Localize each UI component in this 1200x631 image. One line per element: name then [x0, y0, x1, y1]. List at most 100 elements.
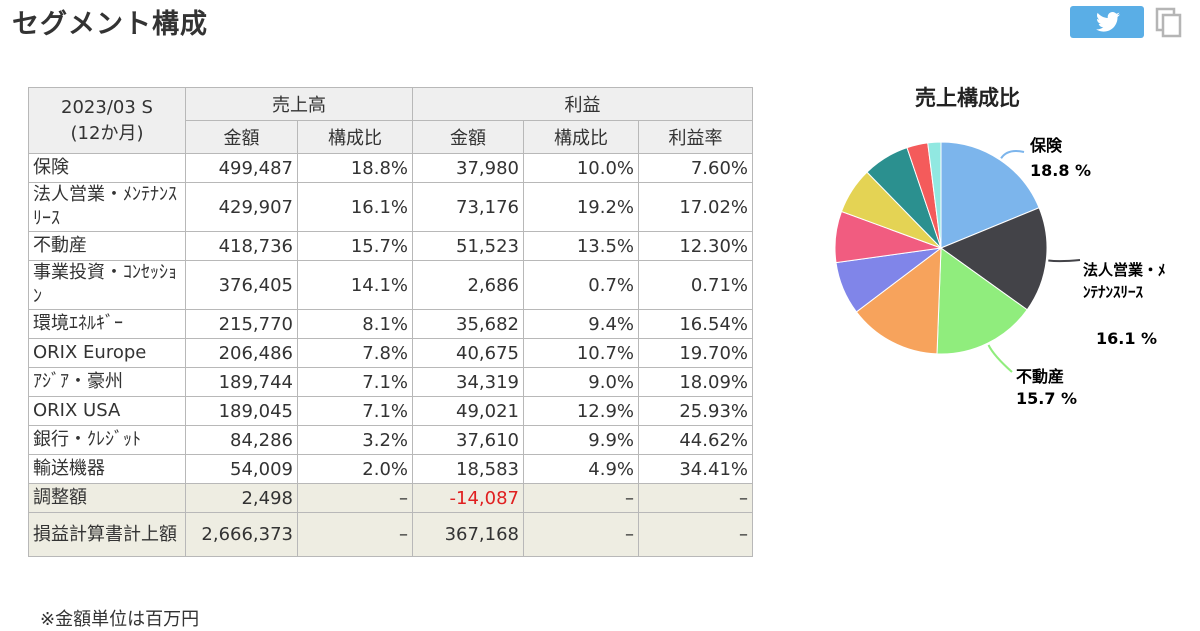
- pie-slice[interactable]: [855, 246, 942, 355]
- sales-ratio: 15.7%: [297, 231, 413, 261]
- pie-slice[interactable]: [927, 141, 942, 249]
- profit-margin: 0.71%: [638, 260, 753, 310]
- twitter-share-button[interactable]: [1070, 6, 1144, 38]
- sales-ratio-header: 構成比: [297, 120, 413, 154]
- copy-icon[interactable]: [1154, 6, 1184, 38]
- segment-name: 保険: [28, 153, 186, 183]
- table-row: ORIX Europe 206,486 7.8% 40,675 10.7% 19…: [28, 338, 753, 368]
- period-line1: 2023/03 S: [61, 96, 153, 118]
- profit-margin: 18.09%: [638, 367, 753, 397]
- pie-connector: [1000, 150, 1025, 159]
- sales-amount: 206,486: [185, 338, 298, 368]
- profit-amount: 34,319: [412, 367, 524, 397]
- table-row: ｱｼﾞｱ・豪州 189,744 7.1% 34,319 9.0% 18.09%: [28, 367, 753, 397]
- sales-ratio: 16.1%: [297, 182, 413, 232]
- profit-amount: 49,021: [412, 396, 524, 426]
- pie-label-corporate-value: 16.1 %: [1096, 329, 1157, 348]
- table-row: 不動産 418,736 15.7% 51,523 13.5% 12.30%: [28, 231, 753, 261]
- segment-name: 法人営業・ﾒﾝﾃﾅﾝｽﾘｰｽ: [28, 182, 186, 232]
- profit-ratio: 4.9%: [523, 454, 639, 484]
- profit-ratio: 10.7%: [523, 338, 639, 368]
- sales-ratio: 8.1%: [297, 309, 413, 339]
- profit-ratio: 0.7%: [523, 260, 639, 310]
- sales-ratio: 3.2%: [297, 425, 413, 455]
- total-row: 損益計算書計上額 2,666,373 – 367,168 – –: [28, 512, 753, 557]
- profit-margin: 17.02%: [638, 182, 753, 232]
- profit-margin: 25.93%: [638, 396, 753, 426]
- profit-ratio: 9.0%: [523, 367, 639, 397]
- segment-name: 不動産: [28, 231, 186, 261]
- table-row: ORIX USA 189,045 7.1% 49,021 12.9% 25.93…: [28, 396, 753, 426]
- sales-ratio: 14.1%: [297, 260, 413, 310]
- segment-table: 2023/03 S (12か月) 売上高 利益 金額 構成比 金額 構成比 利益…: [28, 87, 753, 557]
- period-header: 2023/03 S (12か月): [28, 87, 186, 154]
- segment-name: 輸送機器: [28, 454, 186, 484]
- profit-ratio: 12.9%: [523, 396, 639, 426]
- profit-amount: 18,583: [412, 454, 524, 484]
- pie-label-corporate-name-1: 法人営業・ﾒ: [1083, 261, 1166, 279]
- segment-name: 調整額: [28, 483, 186, 513]
- pie-connector: [987, 344, 1013, 373]
- profit-margin: 44.62%: [638, 425, 753, 455]
- profit-amount: 37,610: [412, 425, 524, 455]
- sales-ratio: 2.0%: [297, 454, 413, 484]
- sales-pie-chart: 保険 18.8 % 法人営業・ﾒ ﾝﾃﾅﾝｽﾘｰｽ 16.1 % 不動産 15.…: [834, 136, 1171, 408]
- pie-label-insurance-name: 保険: [1029, 136, 1063, 155]
- pie-slice[interactable]: [939, 207, 1048, 311]
- profit-amount: 367,168: [412, 512, 524, 557]
- pie-label-corporate-name-2: ﾝﾃﾅﾝｽﾘｰｽ: [1083, 283, 1144, 301]
- profit-margin: 34.41%: [638, 454, 753, 484]
- sales-amount-header: 金額: [185, 120, 298, 154]
- sales-ratio: –: [297, 512, 413, 557]
- pie-label-corporate: 法人営業・ﾒ ﾝﾃﾅﾝｽﾘｰｽ 16.1 %: [1083, 261, 1171, 348]
- pie-label-insurance-value: 18.8 %: [1030, 161, 1091, 180]
- unit-note: ※金額単位は百万円: [40, 609, 200, 630]
- sales-amount: 376,405: [185, 260, 298, 310]
- sales-ratio: 7.1%: [297, 367, 413, 397]
- pie-slice[interactable]: [936, 247, 1028, 355]
- profit-ratio: 19.2%: [523, 182, 639, 232]
- sales-amount: 189,045: [185, 396, 298, 426]
- page-title: セグメント構成: [12, 9, 208, 40]
- pie-slice[interactable]: [940, 141, 1040, 249]
- profit-margin: –: [638, 512, 753, 557]
- pie-label-insurance: 保険 18.8 %: [1029, 136, 1091, 180]
- sales-amount: 499,487: [185, 153, 298, 183]
- profit-margin: 16.54%: [638, 309, 753, 339]
- sales-amount: 54,009: [185, 454, 298, 484]
- profit-ratio: 13.5%: [523, 231, 639, 261]
- profit-ratio: 9.4%: [523, 309, 639, 339]
- sales-ratio: 18.8%: [297, 153, 413, 183]
- sales-amount: 2,498: [185, 483, 298, 513]
- profit-ratio: 10.0%: [523, 153, 639, 183]
- segment-name: ORIX Europe: [28, 338, 186, 368]
- sales-amount: 429,907: [185, 182, 298, 232]
- profit-ratio: 9.9%: [523, 425, 639, 455]
- profit-amount: 2,686: [412, 260, 524, 310]
- pie-label-realestate: 不動産 15.7 %: [1016, 367, 1077, 408]
- sales-ratio: –: [297, 483, 413, 513]
- table-row: 法人営業・ﾒﾝﾃﾅﾝｽﾘｰｽ 429,907 16.1% 73,176 19.2…: [28, 182, 753, 232]
- pie-label-realestate-value: 15.7 %: [1016, 389, 1077, 408]
- sales-amount: 215,770: [185, 309, 298, 339]
- profit-ratio: –: [523, 483, 639, 513]
- table-row: 環境ｴﾈﾙｷﾞｰ 215,770 8.1% 35,682 9.4% 16.54%: [28, 309, 753, 339]
- twitter-bird-icon: [1096, 12, 1120, 32]
- profit-amount: 37,980: [412, 153, 524, 183]
- profit-margin: –: [638, 483, 753, 513]
- profit-margin-header: 利益率: [638, 120, 753, 154]
- profit-amount: 35,682: [412, 309, 524, 339]
- pie-label-realestate-name: 不動産: [1016, 367, 1064, 386]
- segment-name: 事業投資・ｺﾝｾｯｼｮﾝ: [28, 260, 186, 310]
- profit-amount: 73,176: [412, 182, 524, 232]
- profit-amount: 51,523: [412, 231, 524, 261]
- sales-group-header: 売上高: [185, 87, 413, 121]
- sales-ratio: 7.1%: [297, 396, 413, 426]
- profit-margin: 7.60%: [638, 153, 753, 183]
- sales-ratio: 7.8%: [297, 338, 413, 368]
- table-row: 保険 499,487 18.8% 37,980 10.0% 7.60%: [28, 153, 753, 183]
- profit-amount: 40,675: [412, 338, 524, 368]
- table-row: 銀行・ｸﾚｼﾞｯﾄ 84,286 3.2% 37,610 9.9% 44.62%: [28, 425, 753, 455]
- profit-amount: -14,087: [412, 483, 524, 513]
- sales-amount: 2,666,373: [185, 512, 298, 557]
